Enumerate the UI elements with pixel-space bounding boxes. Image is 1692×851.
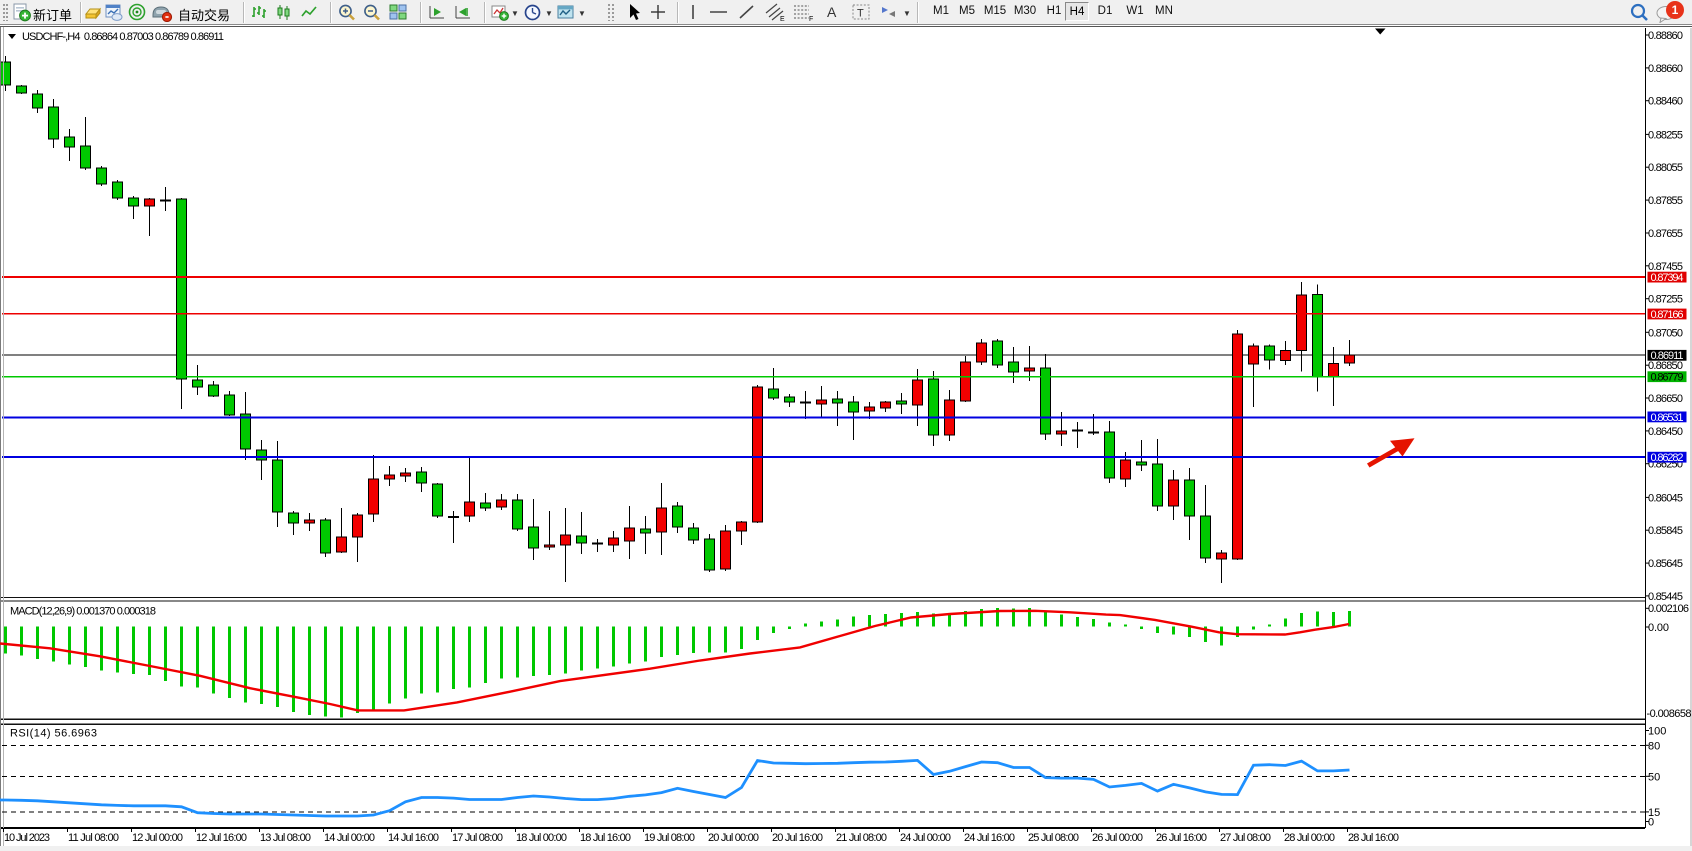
- svg-text:0.85845: 0.85845: [1648, 525, 1683, 537]
- svg-text:0.86282: 0.86282: [1651, 452, 1684, 464]
- svg-text:14 Jul 00:00: 14 Jul 00:00: [324, 832, 375, 844]
- svg-text:-0.008658: -0.008658: [1647, 708, 1692, 720]
- svg-text:13 Jul 08:00: 13 Jul 08:00: [260, 832, 311, 844]
- svg-text:24 Jul 00:00: 24 Jul 00:00: [900, 832, 951, 844]
- svg-text:14 Jul 16:00: 14 Jul 16:00: [388, 832, 439, 844]
- svg-text:F: F: [809, 16, 813, 22]
- svg-text:T: T: [857, 8, 864, 20]
- svg-text:0.88055: 0.88055: [1648, 162, 1683, 174]
- svg-text:20 Jul 16:00: 20 Jul 16:00: [772, 832, 823, 844]
- svg-text:28 Jul 16:00: 28 Jul 16:00: [1348, 832, 1399, 844]
- svg-text:0.002106: 0.002106: [1648, 603, 1689, 615]
- svg-text:12 Jul 00:00: 12 Jul 00:00: [132, 832, 183, 844]
- svg-text:11 Jul 08:00: 11 Jul 08:00: [68, 832, 119, 844]
- svg-text:26 Jul 00:00: 26 Jul 00:00: [1092, 832, 1143, 844]
- svg-text:0.87166: 0.87166: [1651, 309, 1684, 321]
- svg-text:28 Jul 00:00: 28 Jul 00:00: [1284, 832, 1335, 844]
- svg-text:RSI(14) 56.6963: RSI(14) 56.6963: [10, 728, 97, 740]
- svg-text:0.88460: 0.88460: [1648, 96, 1683, 108]
- svg-text:27 Jul 08:00: 27 Jul 08:00: [1220, 832, 1271, 844]
- svg-text:0.86911: 0.86911: [1651, 350, 1684, 362]
- svg-text:0.87655: 0.87655: [1648, 228, 1683, 240]
- svg-text:0.88660: 0.88660: [1648, 63, 1683, 75]
- svg-text:26 Jul 16:00: 26 Jul 16:00: [1156, 832, 1207, 844]
- svg-text:24 Jul 16:00: 24 Jul 16:00: [964, 832, 1015, 844]
- svg-text:E: E: [780, 16, 785, 22]
- svg-text:0.87255: 0.87255: [1648, 294, 1683, 306]
- svg-text:21 Jul 08:00: 21 Jul 08:00: [836, 832, 887, 844]
- svg-text:0.87050: 0.87050: [1648, 327, 1683, 339]
- svg-text:100: 100: [1648, 726, 1666, 738]
- svg-text:0.86850: 0.86850: [1648, 360, 1683, 372]
- svg-text:17 Jul 08:00: 17 Jul 08:00: [452, 832, 503, 844]
- svg-text:50: 50: [1648, 771, 1660, 783]
- svg-text:0.88255: 0.88255: [1648, 129, 1683, 141]
- svg-text:0.86531: 0.86531: [1651, 412, 1684, 424]
- svg-text:USDCHF-,H4 0.86864 0.87003 0.: USDCHF-,H4 0.86864 0.87003 0.86789 0.869…: [22, 31, 224, 43]
- svg-text:18 Jul 00:00: 18 Jul 00:00: [516, 832, 567, 844]
- svg-text:0.86045: 0.86045: [1648, 492, 1683, 504]
- svg-text:12 Jul 16:00: 12 Jul 16:00: [196, 832, 247, 844]
- svg-text:0.86779: 0.86779: [1651, 372, 1684, 384]
- svg-text:MACD(12,26,9) 0.001370 0.00031: MACD(12,26,9) 0.001370 0.000318: [10, 606, 156, 618]
- svg-text:0.85645: 0.85645: [1648, 558, 1683, 570]
- svg-text:0: 0: [1648, 817, 1654, 829]
- svg-text:80: 80: [1648, 740, 1660, 752]
- svg-text:0.87855: 0.87855: [1648, 195, 1683, 207]
- svg-text:0.86650: 0.86650: [1648, 393, 1683, 405]
- svg-text:19 Jul 08:00: 19 Jul 08:00: [644, 832, 695, 844]
- svg-text:20 Jul 00:00: 20 Jul 00:00: [708, 832, 759, 844]
- svg-text:0.86450: 0.86450: [1648, 426, 1683, 438]
- svg-text:0.00: 0.00: [1648, 622, 1669, 634]
- svg-text:10 Jul 2023: 10 Jul 2023: [4, 832, 50, 844]
- svg-text:0.85445: 0.85445: [1648, 591, 1683, 603]
- svg-text:0.87455: 0.87455: [1648, 261, 1683, 273]
- svg-text:25 Jul 08:00: 25 Jul 08:00: [1028, 832, 1079, 844]
- svg-text:18 Jul 16:00: 18 Jul 16:00: [580, 832, 631, 844]
- svg-text:0.88860: 0.88860: [1648, 30, 1683, 42]
- svg-text:15: 15: [1648, 807, 1660, 819]
- svg-text:0.87394: 0.87394: [1651, 272, 1684, 284]
